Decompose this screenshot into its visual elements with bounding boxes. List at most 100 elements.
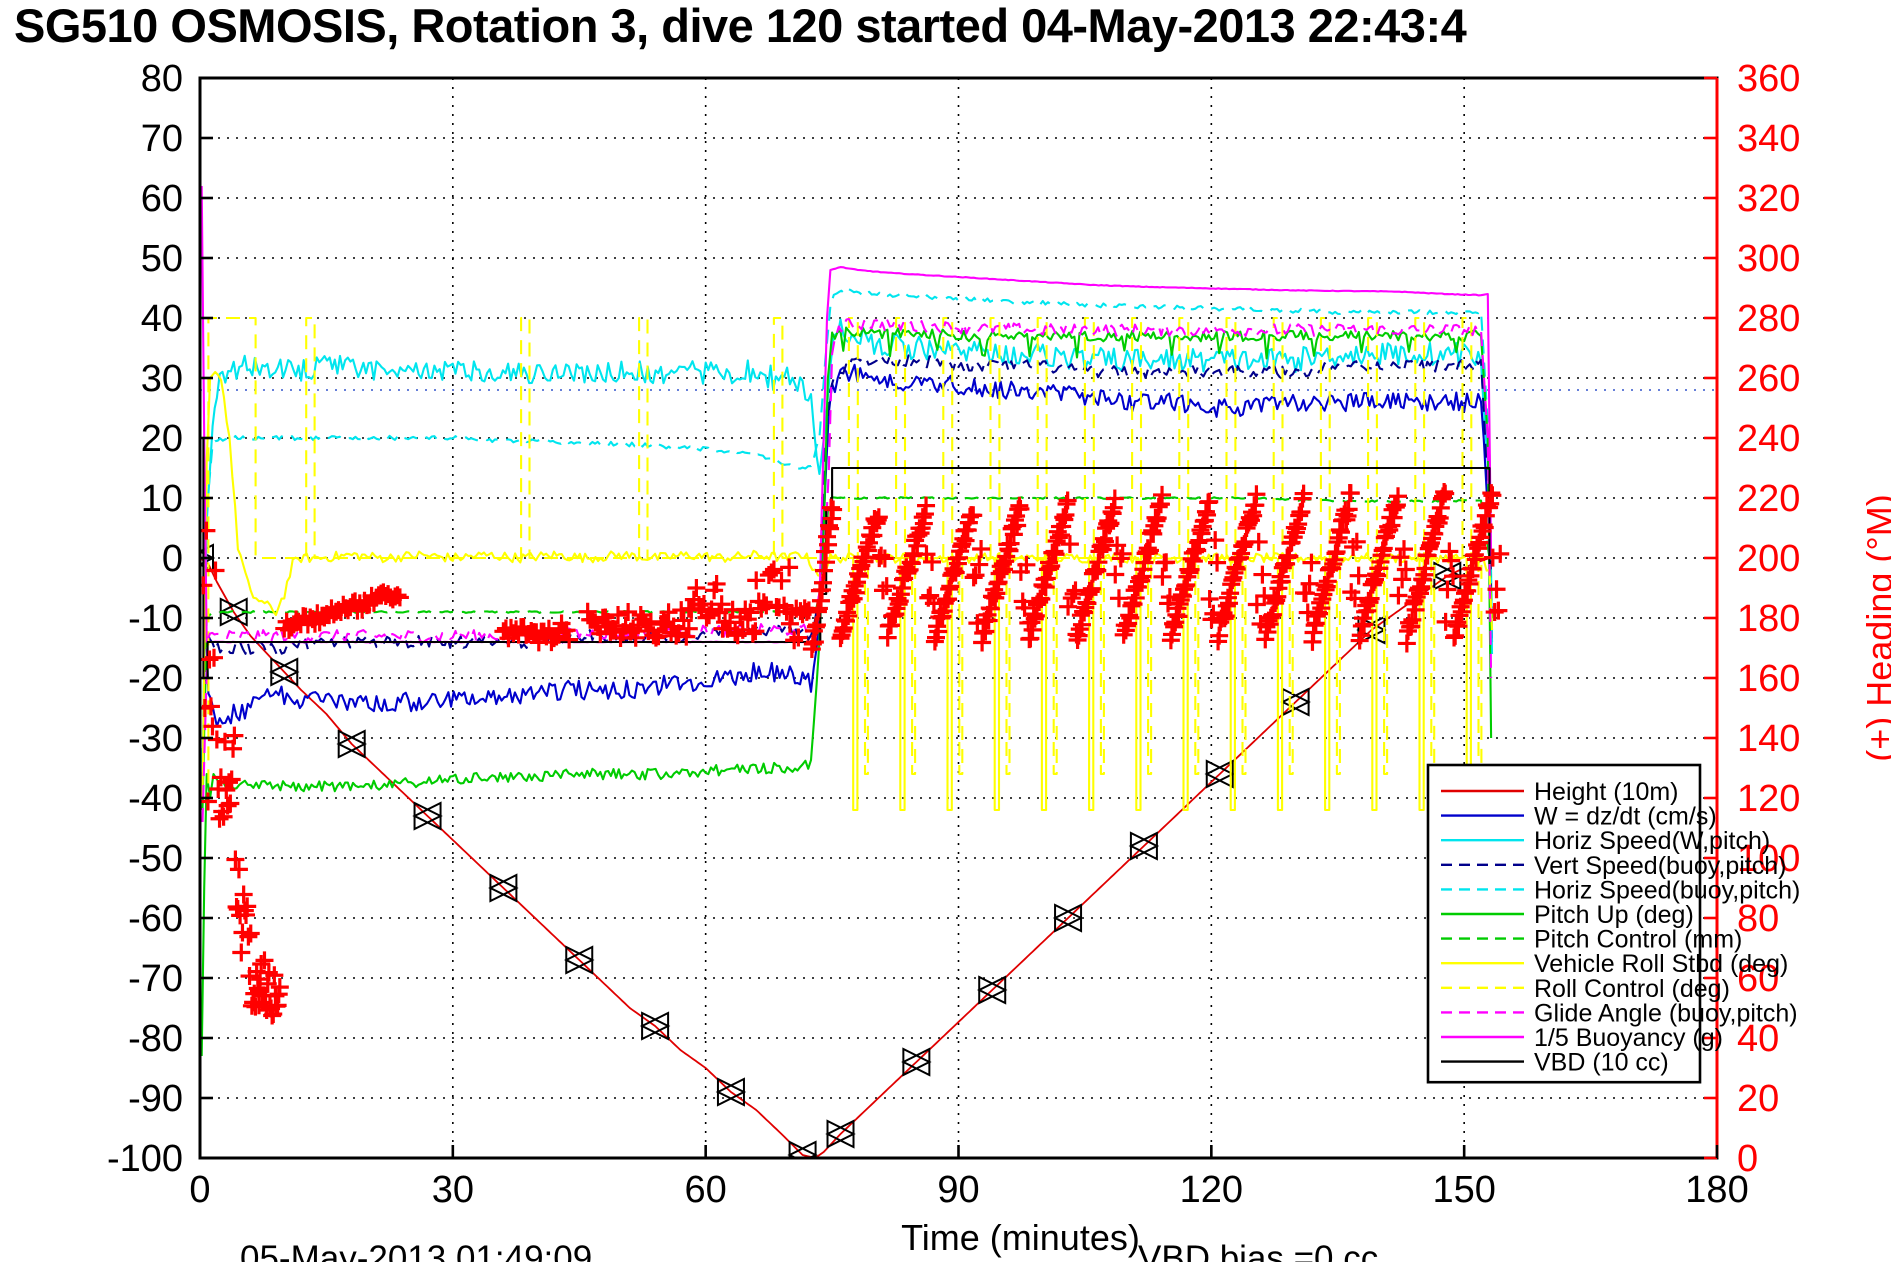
heading-plus-marker (1200, 492, 1219, 511)
y-tick-label-left: -100 (107, 1138, 183, 1180)
series-roll-control-deg-notch (1383, 558, 1389, 776)
series-vehicle-roll-stbd-deg-notch (1229, 558, 1236, 812)
heading-plus-marker (872, 546, 891, 565)
series-vert-speed-buoy-pitch (201, 354, 1494, 787)
heading-plus-marker (972, 539, 991, 558)
y-tick-label-right: 100 (1737, 838, 1800, 880)
heading-plus-marker (917, 496, 936, 515)
heading-plus-marker (626, 628, 645, 647)
y-tick-label-left: 70 (141, 118, 183, 160)
series-roll-control-deg-pulse (942, 316, 954, 558)
heading-plus-marker (1442, 551, 1461, 570)
vbd-bias-annotation: VBD bias =0 cc (1138, 1239, 1378, 1262)
heading-plus-marker (877, 577, 896, 596)
heading-plus-marker (1200, 590, 1219, 609)
heading-plus-marker (219, 773, 238, 792)
y-tick-label-left: 10 (141, 478, 183, 520)
legend-label-9: Glide Angle (buoy,pitch) (1534, 999, 1798, 1027)
heading-plus-marker (1008, 516, 1027, 535)
heading-plus-marker (746, 622, 765, 641)
heading-plus-marker (1247, 485, 1266, 504)
heading-plus-marker (264, 1005, 283, 1024)
heading-plus-marker (1249, 532, 1268, 551)
heading-plus-marker (252, 954, 271, 973)
heading-plus-marker (1140, 541, 1159, 560)
y-tick-label-left: 40 (141, 298, 183, 340)
heading-plus-marker (814, 561, 833, 580)
series-roll-control-deg-pulse (1178, 316, 1190, 558)
heading-plus-marker (819, 535, 838, 554)
heading-plus-marker (201, 697, 220, 716)
series-roll-control-deg-notch (1335, 558, 1341, 776)
heading-triangle-marker (902, 1047, 932, 1077)
heading-plus-marker (560, 630, 579, 649)
heading-plus-marker (772, 571, 791, 590)
heading-plus-marker (687, 578, 706, 597)
heading-plus-marker (1153, 567, 1172, 586)
series-vehicle-roll-stbd-deg-notch (946, 558, 953, 812)
series-w-dz-dt-cm-s (201, 363, 1494, 799)
heading-plus-marker (824, 500, 843, 519)
heading-plus-marker (1389, 487, 1408, 506)
series-roll-control-deg (200, 316, 1490, 800)
heading-plus-marker (1109, 589, 1128, 608)
series-roll-control-deg-pulse (1272, 316, 1284, 558)
heading-triangle-marker (641, 1011, 671, 1041)
series-vehicle-roll-stbd-deg-notch (1040, 558, 1048, 812)
heading-plus-marker (232, 943, 251, 962)
heading-plus-marker (780, 614, 799, 633)
heading-plus-marker (677, 627, 696, 646)
heading-plus-marker (780, 558, 799, 577)
legend-label-0: Height (10m) (1534, 778, 1679, 806)
heading-plus-marker (239, 927, 258, 946)
series-roll-control-deg-pulse (1319, 316, 1331, 558)
series-glide-angle-buoy-pitch (201, 317, 1493, 823)
y-tick-label-left: -20 (128, 658, 183, 700)
y-tick-label-right: 220 (1737, 478, 1800, 520)
y-tick-label-left: 20 (141, 418, 183, 460)
series-vehicle-roll-stbd-deg (201, 370, 1494, 799)
heading-plus-marker (388, 586, 407, 605)
heading-plus-marker (390, 588, 409, 607)
legend-box (1426, 763, 1702, 1084)
heading-plus-marker (921, 586, 940, 605)
heading-plus-marker (1082, 579, 1101, 598)
heading-plus-marker (1489, 601, 1508, 620)
x-tick-label: 150 (1432, 1169, 1495, 1211)
y-tick-label-left: -70 (128, 958, 183, 1000)
y-tick-label-left: -50 (128, 838, 183, 880)
heading-plus-marker (217, 780, 236, 799)
heading-triangle-marker (270, 657, 300, 687)
heading-triangle-marker (826, 1119, 856, 1149)
series-roll-control-deg-pulse (895, 316, 907, 558)
heading-plus-marker (200, 792, 217, 811)
heading-plus-marker (785, 631, 804, 650)
series-roll-control-deg-notch (1099, 558, 1105, 776)
series-roll-control-deg-pulse (1036, 316, 1048, 558)
heading-plus-marker (1011, 499, 1030, 518)
y-tick-label-right: 140 (1737, 718, 1800, 760)
heading-plus-marker (1349, 566, 1368, 585)
heading-plus-marker (1208, 553, 1227, 572)
y-tick-label-right: 40 (1737, 1018, 1779, 1060)
y-tick-label-right: 60 (1737, 958, 1779, 1000)
heading-plus-marker (218, 796, 237, 815)
heading-plus-marker (255, 951, 274, 970)
series-roll-control-deg-notch (1241, 558, 1247, 776)
heading-plus-marker (1294, 484, 1313, 503)
series-1-5-buoyancy-g (200, 185, 1493, 644)
heading-plus-marker (1153, 485, 1172, 504)
heading-triangle-marker (1129, 831, 1160, 861)
heading-plus-marker (619, 602, 638, 621)
heading-plus-marker (1111, 549, 1130, 568)
series-vehicle-roll-stbd-deg-notch (1324, 558, 1331, 812)
series-vehicle-roll-stbd-deg-notch (1088, 558, 1095, 812)
heading-plus-marker (1347, 532, 1366, 551)
heading-plus-marker (873, 581, 892, 600)
heading-plus-marker (204, 648, 223, 667)
y-axis-label-right: (+) Heading (°M) (1859, 494, 1891, 761)
heading-plus-marker (789, 628, 808, 647)
heading-plus-marker (265, 966, 284, 985)
legend-label-2: Horiz Speed(W,pitch) (1534, 827, 1770, 855)
heading-plus-marker (964, 506, 983, 525)
